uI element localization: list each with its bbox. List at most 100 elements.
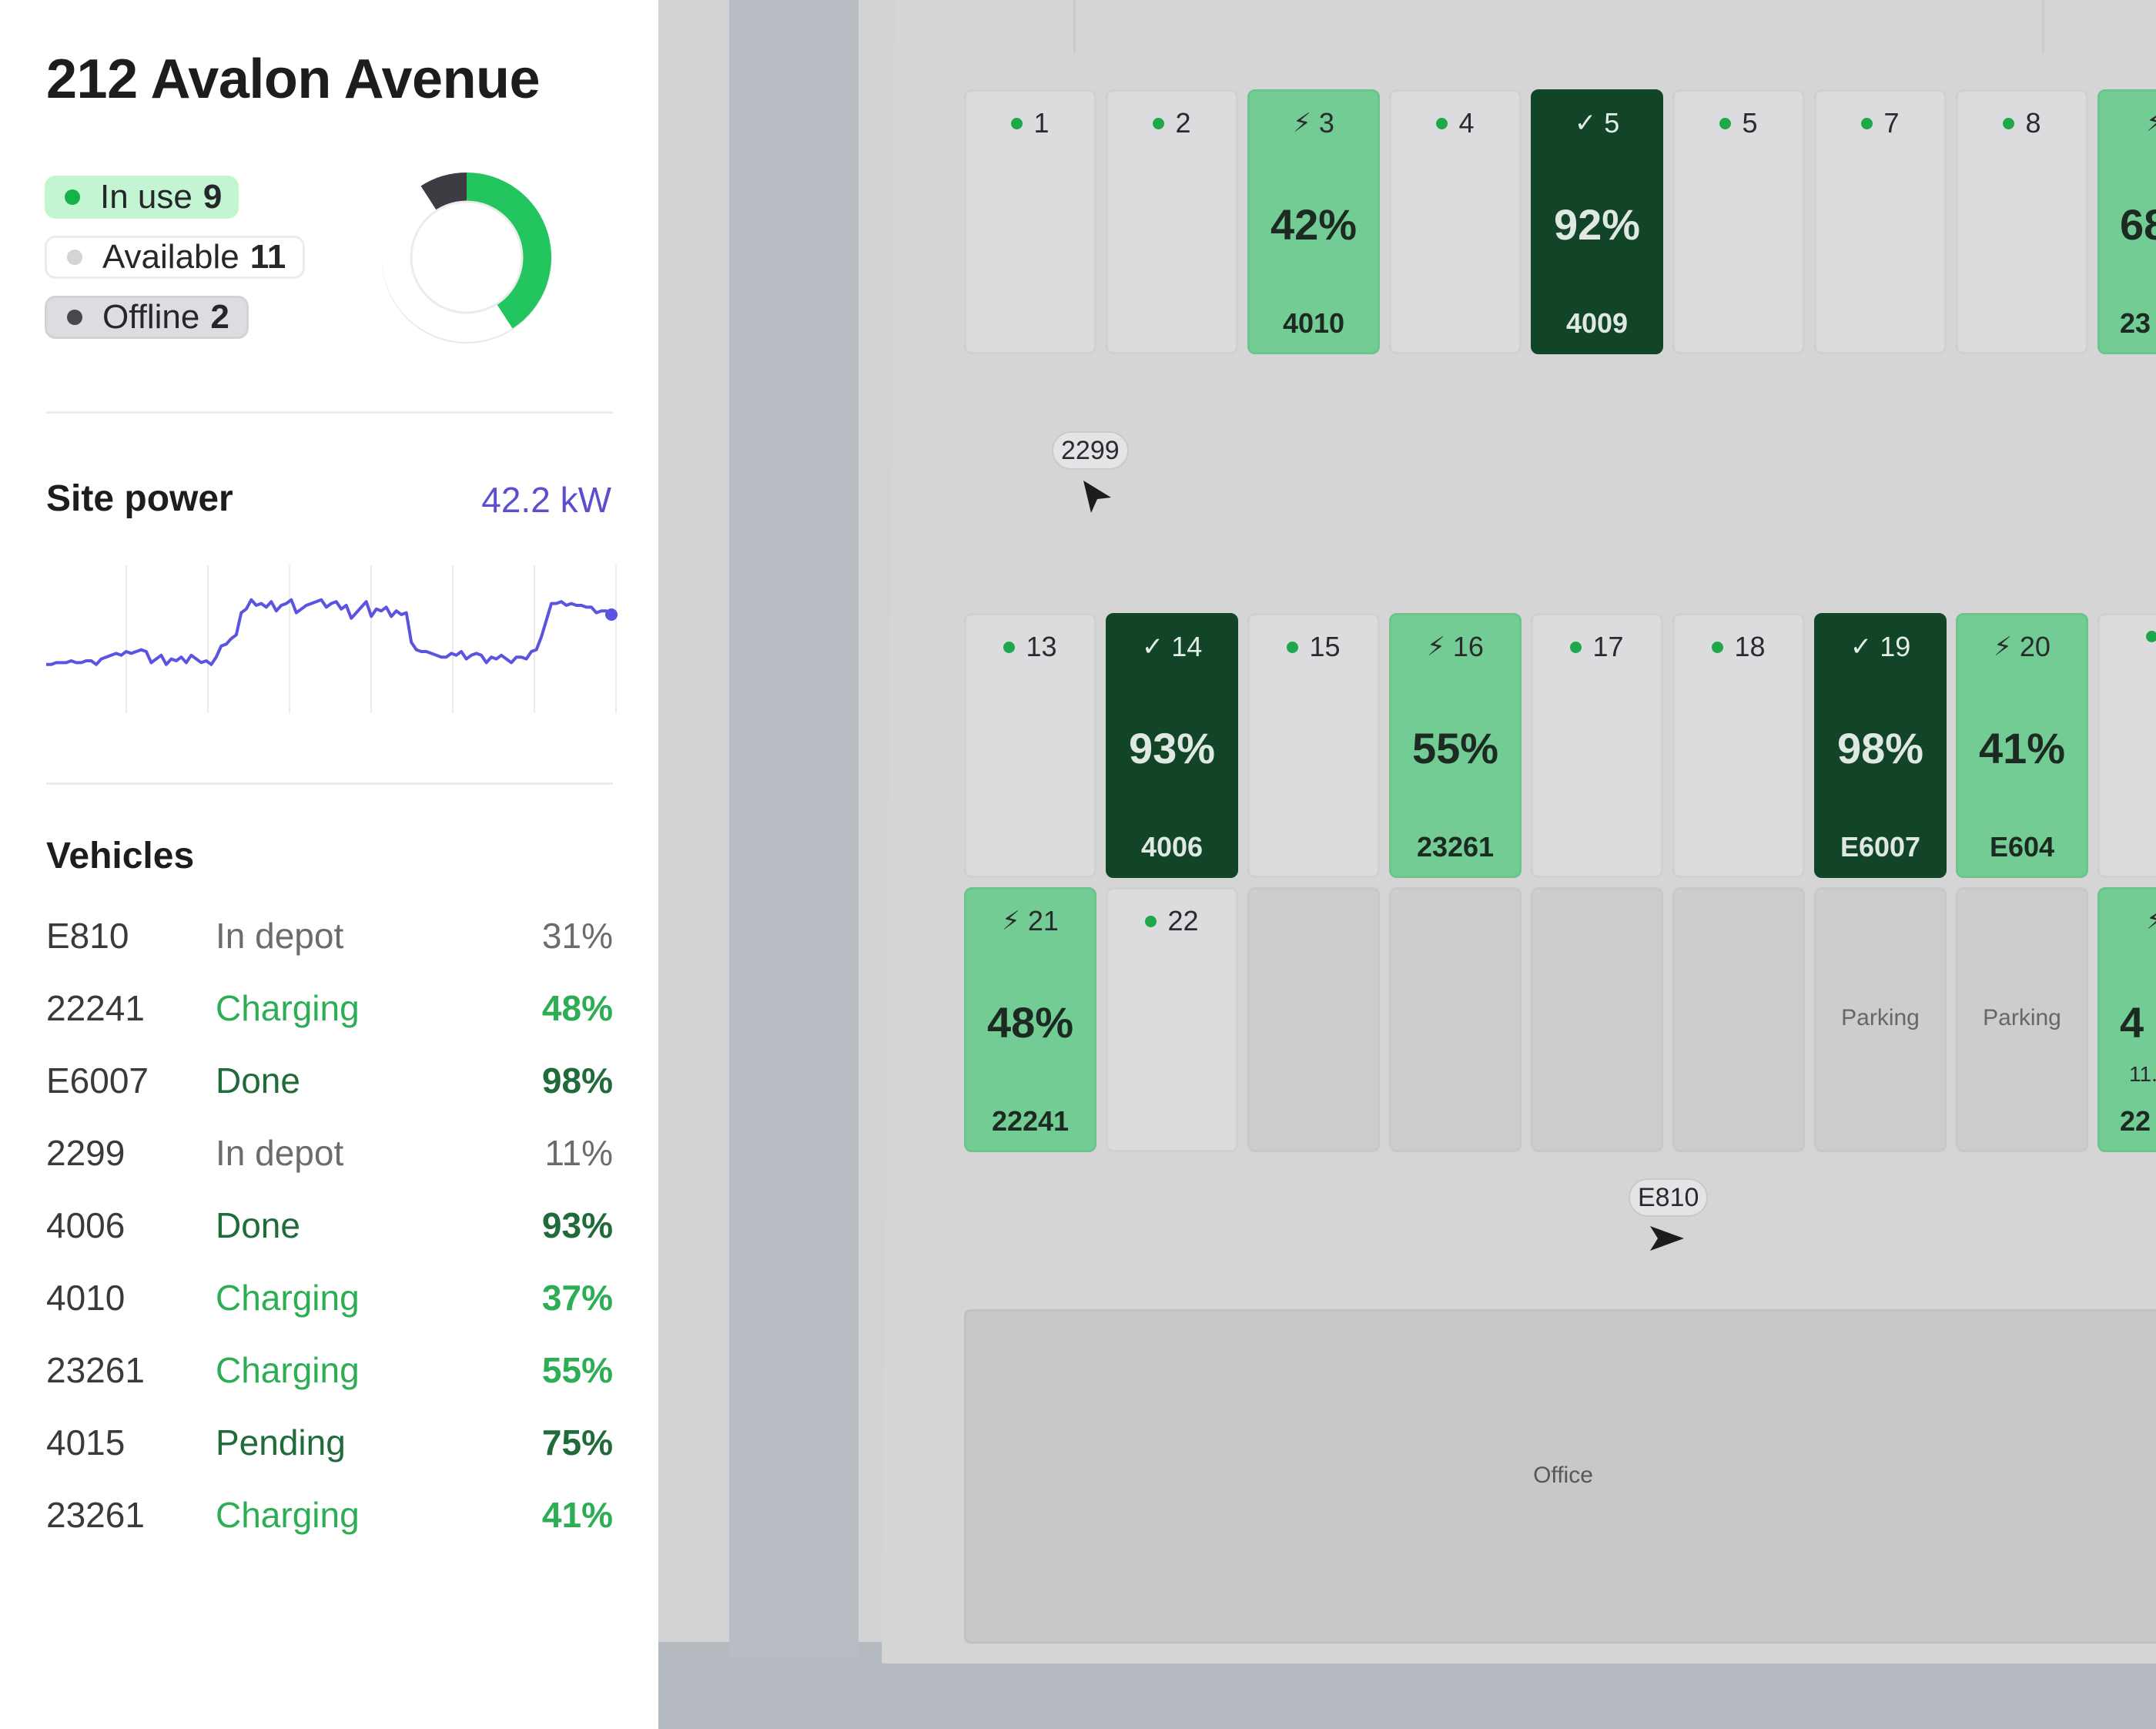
stall-header: 1	[966, 107, 1094, 139]
cursor-arrow-icon[interactable]	[1080, 477, 1116, 516]
stall-16[interactable]: ⚡ 16 55% 23261	[1389, 613, 1522, 878]
stall-header: 5	[1675, 107, 1803, 139]
vehicle-id: 4010	[46, 1278, 126, 1318]
map-vehicle-label[interactable]: 2299	[1052, 431, 1129, 470]
site-power-value: 42.2 kW	[481, 480, 611, 520]
vehicle-id: 4006	[46, 1205, 126, 1245]
stall-charge: 48%	[986, 998, 1074, 1047]
vehicles-title: Vehicles	[46, 836, 195, 876]
offline-chip[interactable]: Offline 2	[45, 296, 249, 339]
site-title: 212 Avalon Avenue	[46, 49, 541, 110]
stall-charge: 4	[2120, 998, 2144, 1047]
stall-19[interactable]: ✓ 19 98% E6007	[1814, 613, 1947, 878]
stall-charge: 98%	[1836, 724, 1924, 772]
available-dot-icon	[1712, 641, 1724, 653]
in-use-chip[interactable]: In use 9	[45, 176, 239, 219]
vehicle-charge: 55%	[541, 1350, 613, 1390]
vehicle-row[interactable]: 4010 Charging 37%	[46, 1263, 613, 1335]
stall[interactable]: ⚡ 4 22 11.	[2097, 887, 2156, 1152]
available-dot-icon	[1436, 117, 1448, 129]
stall-15[interactable]: 15	[1247, 613, 1380, 878]
vehicle-row[interactable]: 4006 Done 93%	[46, 1191, 613, 1263]
lightning-icon: ⚡	[1002, 906, 1020, 936]
stall-4[interactable]: 4	[1389, 89, 1522, 354]
vehicle-row[interactable]: 23261 Charging 41%	[46, 1480, 613, 1553]
available-dot-icon	[1861, 117, 1873, 129]
available-count: 11	[249, 238, 286, 276]
stall-header: 7	[1816, 107, 1944, 139]
map-vehicle-label[interactable]: E810	[1629, 1178, 1709, 1217]
vehicle-charge: 48%	[541, 988, 613, 1028]
map-road	[729, 0, 859, 1657]
site-power-sparkline	[46, 565, 618, 713]
available-dot-icon	[2003, 117, 2015, 129]
available-dot-icon	[2146, 631, 2156, 642]
stall[interactable]	[1531, 887, 1663, 1152]
stall-14[interactable]: ✓ 14 93% 4006	[1106, 613, 1238, 878]
vehicle-charge: 41%	[541, 1495, 613, 1535]
vehicle-charge: 11%	[544, 1133, 613, 1173]
vehicle-status: Done	[216, 1061, 300, 1101]
stall[interactable]	[2097, 613, 2156, 878]
vehicle-status: Pending	[216, 1422, 346, 1463]
in-use-count: 9	[203, 178, 223, 216]
stall-number: 15	[1309, 631, 1341, 662]
stall-1[interactable]: 1	[964, 89, 1096, 354]
vehicle-row[interactable]: E810 In depot 31%	[46, 901, 613, 973]
available-dot-icon	[67, 250, 82, 265]
stall-number: 21	[1027, 905, 1059, 937]
stall-charge: 55%	[1411, 724, 1499, 772]
vehicle-charge: 75%	[541, 1422, 613, 1463]
stall[interactable]: ⚡ 68 23	[2097, 89, 2156, 354]
stall-18[interactable]: 18	[1672, 613, 1805, 878]
parking-stall[interactable]: Parking	[1814, 887, 1947, 1152]
nav-arrow-icon[interactable]	[1649, 1225, 1687, 1252]
stall-number: 2	[1175, 107, 1191, 139]
available-chip[interactable]: Available 11	[45, 236, 306, 279]
stall-5[interactable]: 5	[1672, 89, 1805, 354]
vehicle-row[interactable]: 2299 In depot 11%	[46, 1118, 613, 1191]
donut-in-use-slice	[467, 173, 551, 329]
stall-7[interactable]: 7	[1814, 89, 1947, 354]
stall-13[interactable]: 13	[964, 613, 1096, 878]
stall[interactable]	[1672, 887, 1805, 1152]
vehicle-row[interactable]: 4015 Pending 75%	[46, 1408, 613, 1480]
stall-header: 13	[966, 631, 1094, 663]
donut-available-slice	[382, 186, 513, 342]
depot-map[interactable]: 1 2 ⚡ 3 42% 4010 4 ✓ 5 92% 4009 5 7 8 ⚡ 68 23 13 ✓ 14 93% 400…	[658, 0, 2156, 1729]
vehicle-row[interactable]: E6007 Done 98%	[46, 1046, 613, 1118]
office-building[interactable]: Office	[964, 1309, 2156, 1644]
stall-header: ✓ 14	[1108, 631, 1236, 663]
vehicle-row[interactable]: 22241 Charging 48%	[46, 973, 613, 1046]
stall-charge: 42%	[1270, 200, 1358, 249]
stall[interactable]	[1389, 887, 1522, 1152]
parking-stall[interactable]: Parking	[1956, 887, 2088, 1152]
stall-20[interactable]: ⚡ 20 41% E604	[1956, 613, 2088, 878]
stall-charge: 93%	[1128, 724, 1216, 772]
stall[interactable]	[1247, 887, 1380, 1152]
stall-5[interactable]: ✓ 5 92% 4009	[1531, 89, 1663, 354]
stall-number: 8	[2025, 107, 2041, 139]
vehicle-id: E810	[46, 916, 129, 956]
vehicle-status: In depot	[216, 916, 344, 956]
available-dot-icon	[1153, 117, 1165, 129]
stall-2[interactable]: 2	[1106, 89, 1238, 354]
stall-8[interactable]: 8	[1956, 89, 2088, 354]
stall-number: 4	[1458, 107, 1475, 139]
stall-3[interactable]: ⚡ 3 42% 4010	[1247, 89, 1380, 354]
stall-vehicle-id: E6007	[1840, 831, 1921, 863]
stall-charge: 68	[2120, 200, 2156, 249]
available-dot-icon	[1011, 117, 1023, 129]
stall-21[interactable]: ⚡ 21 48% 22241	[964, 887, 1096, 1152]
stall-number: 14	[1171, 631, 1203, 662]
stall-17[interactable]: 17	[1531, 613, 1663, 878]
stall-vehicle-id: 23261	[1416, 831, 1495, 863]
stall-number: 3	[1318, 107, 1334, 139]
vehicle-status: In depot	[216, 1133, 344, 1173]
vehicle-charge: 93%	[541, 1205, 613, 1245]
stall-vehicle-id: 23	[2120, 307, 2151, 339]
stall-header: ⚡ 20	[1958, 631, 2086, 663]
vehicle-id: 22241	[46, 988, 145, 1028]
vehicle-row[interactable]: 23261 Charging 55%	[46, 1335, 613, 1408]
stall-22[interactable]: 22	[1106, 887, 1238, 1152]
